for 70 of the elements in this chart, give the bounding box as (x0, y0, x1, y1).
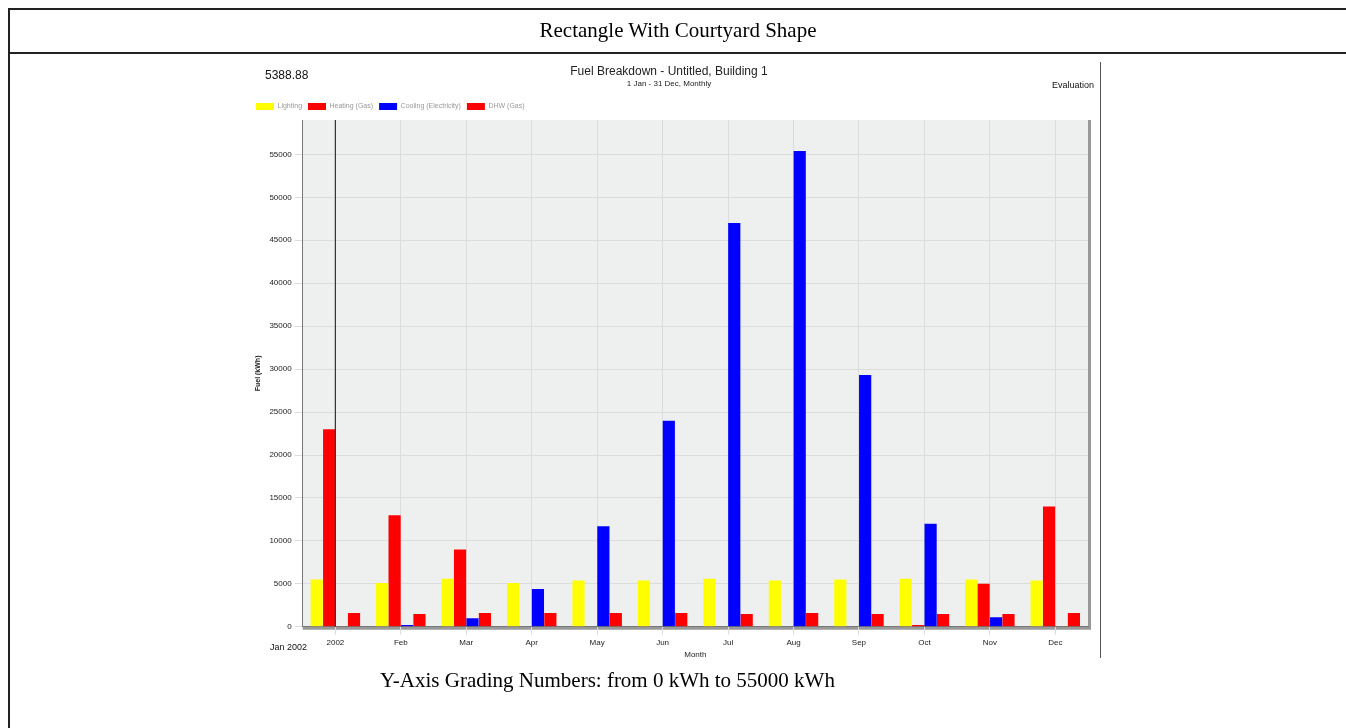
x-tick-label: Oct (918, 637, 932, 647)
bar (637, 580, 651, 627)
bar (989, 617, 1003, 627)
x-tick-label: Feb (393, 637, 409, 647)
x-tick-label: Mar (459, 637, 474, 647)
text: Evaluation (1052, 80, 1095, 90)
bar (662, 420, 675, 627)
bar (347, 613, 361, 627)
bar (1002, 613, 1015, 627)
bar (871, 613, 884, 627)
bar (768, 580, 781, 627)
bar (609, 613, 622, 627)
bar (728, 223, 741, 627)
text: Y-Axis Grading Numbers: from 0 kWh to 55000 kWh (380, 668, 835, 693)
y-tick-label: 0 (287, 622, 293, 631)
bar (310, 579, 323, 627)
bar (924, 523, 937, 627)
x-tick-label: May (589, 637, 605, 647)
y-tick-label: 45000 (269, 235, 293, 245)
y-tick-label: 35000 (269, 321, 293, 331)
bar (323, 429, 336, 627)
bar (388, 515, 401, 627)
bar (1042, 506, 1056, 627)
y-tick-label: 55000 (269, 149, 293, 159)
bar (597, 526, 610, 627)
bar (859, 375, 872, 627)
x-tick-label: Aug (786, 637, 801, 647)
bar (441, 578, 454, 627)
bar (531, 589, 545, 627)
x-tick-label: Dec (1048, 637, 1063, 647)
text: Rectangle With Courtyard Shape (10, 10, 1346, 54)
x-tick-label: Sep (851, 637, 867, 647)
bar (453, 549, 467, 627)
bar (1067, 613, 1081, 627)
bar (675, 613, 688, 627)
bar (478, 613, 492, 627)
text: Jan 2002 (270, 642, 308, 652)
x-axis-title: Month (684, 650, 707, 660)
y-tick-label: 20000 (269, 450, 293, 460)
bar (834, 579, 847, 627)
chart-title: Fuel Breakdown - Untitled, Building 1 (570, 63, 769, 78)
bar (793, 150, 806, 627)
bar (977, 583, 990, 627)
y-tick-label: 10000 (269, 536, 293, 546)
bar (965, 579, 978, 627)
y-tick-label: 30000 (269, 364, 293, 374)
bar (899, 578, 912, 627)
y-tick-label: 15000 (269, 493, 293, 503)
y-tick-label: 5000 (273, 579, 293, 589)
y-tick-label: 40000 (269, 278, 293, 288)
bar (936, 613, 950, 627)
bar (544, 613, 557, 627)
y-tick-label: 25000 (269, 407, 293, 417)
x-tick-label: Nov (982, 637, 997, 647)
x-tick-label: Jul (722, 637, 734, 647)
chart-subtitle: 1 Jan - 31 Dec, Monthly (626, 79, 712, 89)
bar (466, 618, 479, 627)
bar (572, 580, 585, 627)
bar (703, 578, 716, 627)
x-tick-label: 2002 (326, 637, 345, 647)
x-tick-label: Apr (525, 637, 539, 647)
bar (740, 613, 753, 627)
bar (806, 613, 819, 627)
bar (506, 582, 520, 627)
x-tick-label: Jun (656, 637, 670, 647)
bar (413, 613, 426, 627)
bar (1030, 580, 1043, 627)
text: 5388.88 (265, 68, 309, 82)
y-tick-label: 50000 (269, 192, 293, 202)
bar (376, 582, 389, 627)
